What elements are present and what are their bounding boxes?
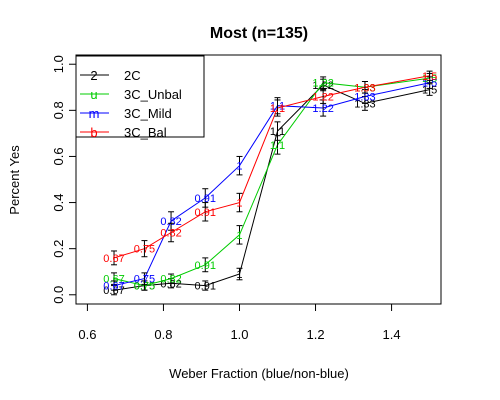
y-tick-label: 0.4 (51, 194, 66, 212)
x-axis-label: Weber Fraction (blue/non-blue) (169, 366, 349, 381)
point-label: 0.82 (160, 216, 181, 228)
point-label: 1 (236, 269, 242, 281)
x-tick-label: 0.8 (154, 327, 172, 342)
y-tick-label: 0.0 (51, 286, 66, 304)
chart-title: Most (n=135) (210, 25, 308, 42)
point-label: 1.5 (422, 85, 437, 97)
y-tick-label: 0.2 (51, 240, 66, 258)
legend-symbol: b (90, 125, 97, 140)
plot-frame (75, 54, 442, 305)
y-axis-label: Percent Yes (7, 145, 22, 215)
point-label: 0.82 (160, 228, 181, 240)
point-label: 0.67 (103, 274, 124, 286)
point-label: 1.22 (312, 92, 333, 104)
point-label: 0.91 (195, 193, 216, 205)
point-label: 1.22 (312, 103, 333, 115)
x-axis: 0.6 0.8 1.0 1.2 1.4 (78, 304, 401, 342)
series-layer: 0.67 0.75 0.82 0.9111.11.221.331.50.670.750… (103, 70, 437, 297)
point-label: 0.82 (160, 274, 181, 286)
legend-label: 3C_Bal (124, 125, 167, 140)
point-label: 0.67 (103, 285, 124, 297)
y-tick-label: 0.8 (51, 101, 66, 119)
legend-label: 2C (124, 68, 141, 83)
legend-label: 3C_Unbal (124, 87, 182, 102)
point-label: 1.33 (354, 98, 375, 110)
point-label: 0.75 (134, 281, 155, 293)
point-label: 0.67 (103, 253, 124, 265)
point-label: 0.91 (195, 281, 216, 293)
point-label: 1.33 (354, 92, 375, 104)
y-tick-label: 0.6 (51, 147, 66, 165)
point-label: 0.67 (103, 281, 124, 293)
point-label: 1.22 (312, 78, 333, 90)
point-label: 1 (236, 198, 242, 210)
legend-symbol: u (90, 87, 97, 102)
point-label: 0.75 (134, 244, 155, 256)
legend-symbol: 2 (90, 68, 97, 83)
point-label: 1.33 (354, 82, 375, 94)
point-label: 0.91 (195, 207, 216, 219)
point-label: 1 (236, 230, 242, 242)
point-label: 1.1 (270, 140, 285, 152)
x-tick-label: 0.6 (78, 327, 96, 342)
x-tick-label: 1.2 (306, 327, 324, 342)
point-label: 1.1 (270, 103, 285, 115)
x-tick-label: 1.0 (230, 327, 248, 342)
point-label: 1 (236, 161, 242, 173)
legend-box (75, 55, 205, 138)
y-axis: 0.0 0.2 0.4 0.6 0.8 1.0 (51, 55, 76, 304)
point-label: 0.75 (134, 274, 155, 286)
y-tick-label: 1.0 (51, 55, 66, 73)
legend-label: 3C_Mild (124, 106, 172, 121)
point-label: 0.91 (195, 260, 216, 272)
point-label: 1.5 (422, 78, 437, 90)
legend-symbol: m (89, 106, 100, 121)
x-tick-label: 1.4 (383, 327, 401, 342)
point-label: 0.82 (160, 278, 181, 290)
point-label: 1.5 (422, 71, 437, 83)
point-label: 1.1 (270, 126, 285, 138)
